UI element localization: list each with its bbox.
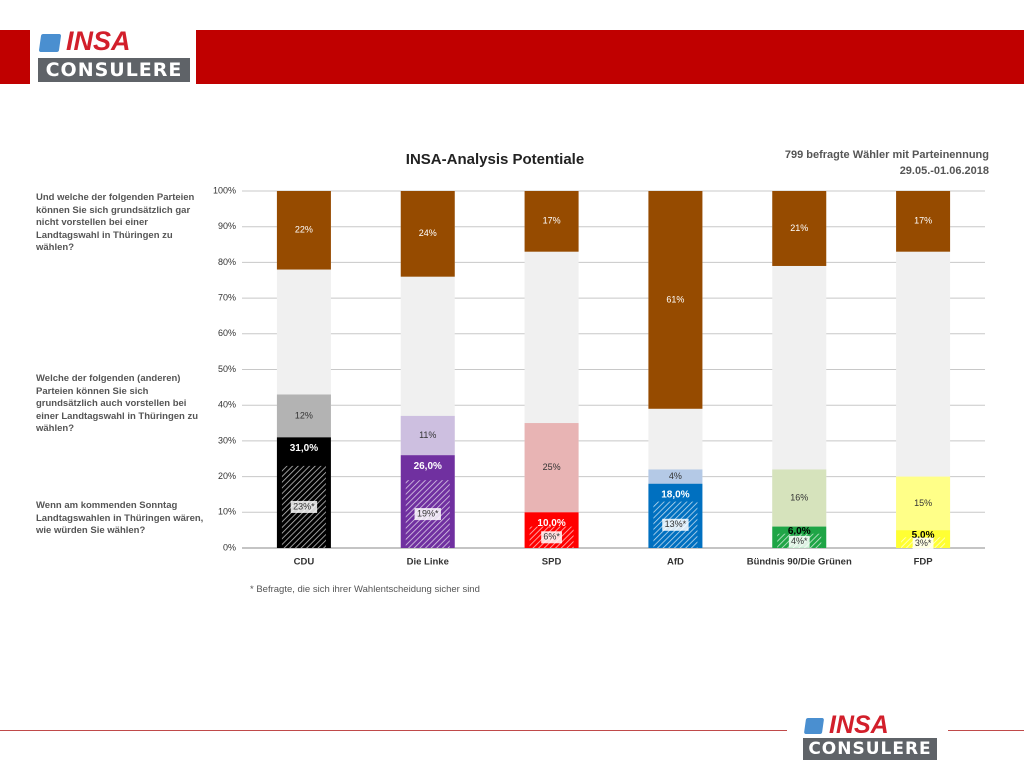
question-rejection: Und welche der folgenden Parteien können… (36, 192, 195, 253)
vote-label: 31,0% (290, 443, 318, 454)
bar-potential (896, 476, 951, 531)
rejection-label: 61% (666, 294, 684, 304)
category-label: FDP (914, 557, 934, 568)
y-tick-label: 80% (218, 257, 236, 267)
bar-rejection (896, 191, 951, 252)
y-tick-label: 100% (213, 185, 236, 195)
vote-label: 10,0% (537, 518, 565, 529)
sample-line-1: 799 befragte Wähler mit Parteinennung (784, 149, 989, 161)
bar-rejection (524, 191, 579, 252)
certain-label-bg (414, 508, 441, 521)
footnote: * Befragte, die sich ihrer Wahlentscheid… (250, 584, 480, 595)
bar-potential (772, 469, 827, 527)
rejection-label: 21% (790, 223, 808, 233)
y-tick-label: 30% (218, 435, 236, 445)
y-tick-label: 50% (218, 364, 236, 374)
potential-label: 16% (790, 492, 808, 502)
insa-logo-bottom: INSA CONSULERE (803, 711, 937, 762)
certain-label: 3%* (915, 538, 932, 548)
y-tick-label: 40% (218, 400, 236, 410)
bar-potential (524, 423, 579, 513)
bar-rejection (276, 191, 331, 270)
rejection-label: 24% (419, 228, 437, 238)
certain-label: 19%* (417, 508, 439, 518)
bar-rejection (648, 191, 703, 409)
potential-label: 4% (669, 471, 682, 481)
y-tick-label: 0% (223, 542, 236, 552)
category-label: Die Linke (407, 557, 449, 568)
category-label: AfD (667, 557, 684, 568)
logo-cube-icon (803, 718, 825, 734)
bar-potential (276, 394, 331, 438)
certain-label-bg (912, 537, 934, 550)
category-label: CDU (294, 557, 315, 568)
vote-label: 26,0% (414, 461, 442, 472)
y-tick-label: 20% (218, 471, 236, 481)
insa-logo-top: INSA CONSULERE (30, 26, 196, 84)
bar-potential (400, 415, 455, 456)
y-tick-label: 10% (218, 507, 236, 517)
rejection-label: 17% (543, 216, 561, 226)
certain-label-bg (541, 531, 562, 544)
y-tick-label: 90% (218, 221, 236, 231)
potential-label: 15% (914, 498, 932, 508)
vote-label: 18,0% (661, 489, 689, 500)
category-label: Bündnis 90/Die Grünen (747, 557, 852, 568)
y-tick-label: 60% (218, 328, 236, 338)
certain-label-bg (290, 500, 318, 513)
potential-label: 25% (543, 462, 561, 472)
certain-label: 4%* (791, 536, 808, 546)
logo-word: INSA (829, 711, 889, 739)
vote-label: 6,0% (788, 526, 811, 537)
certain-label: 6%* (543, 532, 560, 542)
rejection-label: 22% (295, 225, 313, 235)
rejection-label: 17% (914, 216, 932, 226)
certain-label-bg (788, 535, 810, 548)
bar-potential (648, 469, 703, 484)
question-vote: Wenn am kommenden Sonntag Landtagswahlen… (36, 500, 204, 536)
sample-note: 799 befragte Wähler mit Parteinennung 29… (785, 147, 989, 179)
potential-label: 11% (419, 430, 436, 440)
certain-label: 13%* (665, 519, 687, 529)
bar-rejection (400, 191, 455, 277)
footer-line-left (0, 730, 787, 731)
chart-title: INSA-Analysis Potentiale (405, 151, 585, 168)
question-potential: Welche der folgenden (anderen) Parteien … (36, 373, 199, 434)
vote-label: 5,0% (912, 530, 935, 541)
category-label: SPD (542, 557, 562, 568)
logo-sub: CONSULERE (38, 58, 190, 82)
logo-word: INSA (66, 26, 131, 56)
sample-line-2: 29.05.-01.06.2018 (899, 165, 989, 177)
y-tick-label: 70% (218, 292, 236, 302)
certain-label: 23%* (293, 501, 315, 511)
certain-label-bg (662, 518, 689, 531)
bar-rejection (772, 191, 827, 266)
potential-label: 12% (295, 410, 313, 420)
logo-sub: CONSULERE (803, 738, 937, 760)
footer-line-right (948, 730, 1024, 731)
